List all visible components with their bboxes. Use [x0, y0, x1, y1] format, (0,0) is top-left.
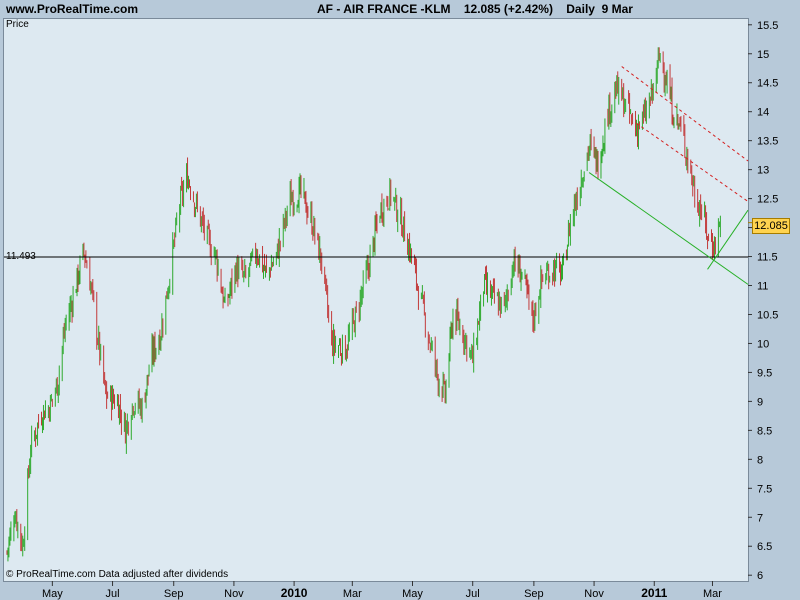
- y-tick-label: 6: [757, 570, 763, 582]
- y-tick-label: 9: [757, 396, 763, 408]
- x-tick-label: Jul: [466, 588, 480, 600]
- y-tick-label: 9.5: [757, 367, 772, 379]
- trendline: [588, 172, 749, 285]
- quote-summary: AF - AIR FRANCE -KLM 12.085 (+2.42%) Dai…: [317, 2, 633, 16]
- y-tick-label: 11.5: [757, 252, 778, 264]
- site-url[interactable]: www.ProRealTime.com: [6, 2, 139, 16]
- y-tick-label: 11: [757, 281, 768, 293]
- y-tick-label: 15: [757, 49, 769, 61]
- x-tick-label: Sep: [524, 588, 544, 600]
- y-tick-label: 14: [757, 107, 769, 119]
- y-tick-label: 15.5: [757, 20, 778, 32]
- y-axis: 66.577.588.599.51010.51111.51212.51313.5…: [748, 20, 778, 582]
- x-tick-label: Nov: [584, 588, 604, 600]
- x-tick-label: May: [402, 588, 423, 600]
- y-tick-label: 7.5: [757, 483, 772, 495]
- x-tick-label: Nov: [224, 588, 244, 600]
- copyright-note: © ProRealTime.com Data adjusted after di…: [6, 569, 229, 580]
- x-tick-label: May: [42, 588, 63, 600]
- y-tick-label: 10: [757, 338, 769, 350]
- trendlines: [4, 66, 752, 285]
- y-tick-label: 6.5: [757, 541, 772, 553]
- x-tick-label: Mar: [343, 588, 362, 600]
- x-tick-label: Sep: [164, 588, 184, 600]
- y-tick-label: 8.5: [757, 425, 772, 437]
- y-tick-label: 13: [757, 165, 769, 177]
- price-bars: [6, 47, 721, 562]
- y-axis-title: Price: [6, 19, 29, 30]
- channel-line: [621, 66, 749, 162]
- chart-header: www.ProRealTime.com AF - AIR FRANCE -KLM…: [0, 0, 800, 18]
- y-tick-label: 7: [757, 512, 763, 524]
- trendline: [707, 209, 749, 270]
- y-tick-label: 14.5: [757, 78, 778, 90]
- channel-line: [636, 122, 749, 202]
- y-tick-label: 13.5: [757, 136, 778, 148]
- y-tick-label: 10.5: [757, 309, 778, 321]
- y-tick-label: 12.5: [757, 194, 778, 206]
- x-tick-label: Mar: [703, 588, 722, 600]
- x-axis: May Jul Sep Nov 2010 Mar May Jul Sep Nov 2011 Mar: [42, 581, 722, 600]
- y-tick-label: 8: [757, 454, 763, 466]
- last-price-tag: 12.085: [752, 218, 790, 234]
- x-tick-label: 2010: [281, 586, 308, 600]
- reference-line-label: 11.493: [6, 251, 36, 262]
- x-tick-label: 2011: [641, 586, 667, 600]
- x-tick-label: Jul: [106, 588, 120, 600]
